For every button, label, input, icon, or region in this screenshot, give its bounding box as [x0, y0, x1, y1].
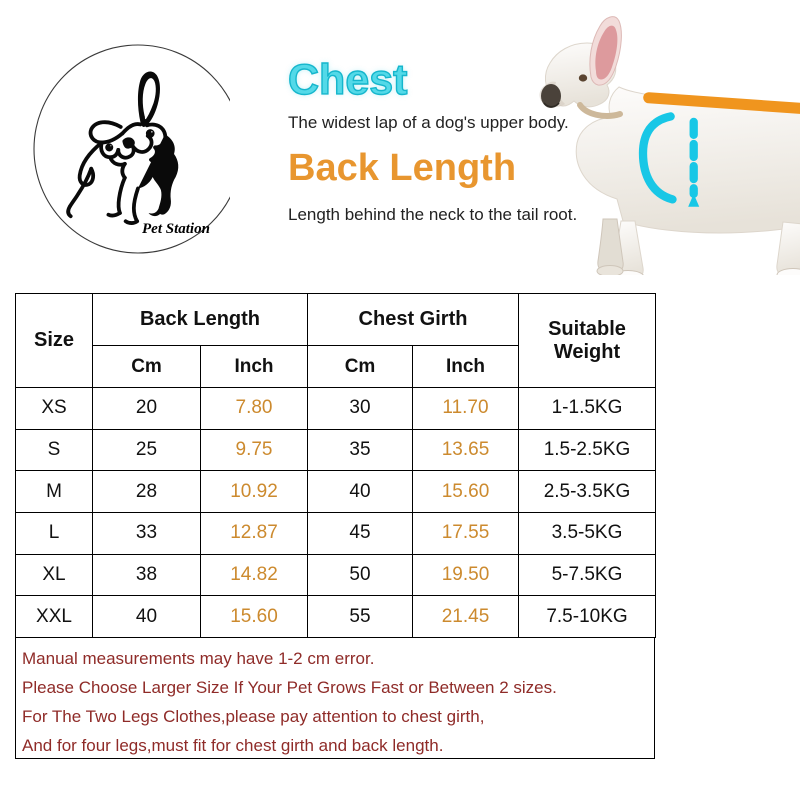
- svg-text:Pet Station: Pet Station: [142, 221, 210, 237]
